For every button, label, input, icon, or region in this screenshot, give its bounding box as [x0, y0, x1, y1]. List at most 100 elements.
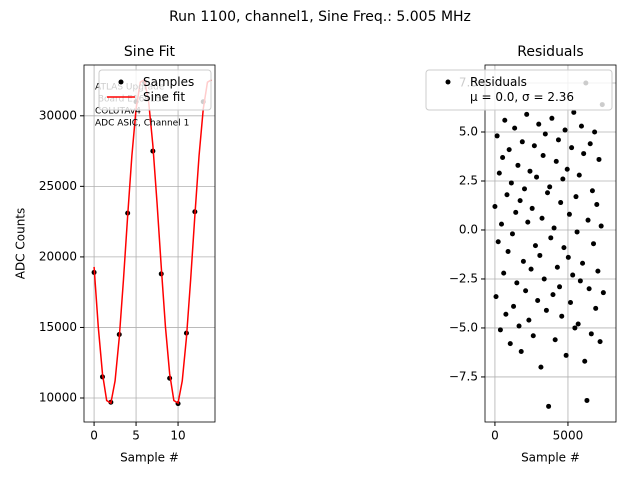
- x-axis-label: Sample #: [120, 451, 179, 465]
- data-point: [515, 162, 521, 168]
- x-axis-label: Sample #: [521, 451, 580, 465]
- data-point: [562, 127, 568, 133]
- data-point: [530, 333, 536, 339]
- data-point: [511, 303, 517, 309]
- axes-title: Sine Fit: [124, 44, 176, 60]
- data-point: [580, 260, 586, 266]
- data-point: [585, 217, 591, 223]
- data-point: [516, 323, 522, 329]
- y-tick-label: 5.0: [459, 125, 478, 139]
- data-point: [576, 172, 582, 178]
- data-point: [592, 129, 598, 135]
- data-point: [503, 311, 509, 317]
- data-point: [522, 186, 528, 192]
- figure-title: Run 1100, channel1, Sine Freq.: 5.005 MH…: [169, 9, 471, 25]
- data-point: [557, 284, 563, 290]
- data-point: [496, 170, 502, 176]
- data-point: [506, 147, 512, 153]
- data-point: [578, 123, 584, 129]
- data-point: [572, 325, 578, 331]
- data-point: [497, 327, 503, 333]
- x-tick-label: 0: [90, 429, 98, 443]
- data-point: [586, 286, 592, 292]
- data-point: [541, 276, 547, 282]
- legend-swatch: [118, 79, 124, 85]
- data-point: [519, 139, 525, 145]
- data-point: [534, 174, 540, 180]
- data-point: [547, 184, 553, 190]
- data-point: [594, 202, 600, 208]
- data-point: [542, 131, 548, 137]
- data-point: [570, 272, 576, 278]
- legend-label: Residuals μ = 0.0, σ = 2.36: [470, 75, 574, 104]
- y-tick-label: 15000: [39, 320, 77, 334]
- y-tick-label: 20000: [39, 249, 77, 263]
- data-point: [540, 153, 546, 159]
- data-point: [520, 258, 526, 264]
- data-point: [600, 290, 606, 296]
- data-point: [543, 307, 549, 313]
- data-point: [569, 145, 575, 151]
- data-point: [593, 305, 599, 311]
- data-point: [518, 348, 524, 354]
- data-point: [566, 211, 572, 217]
- data-point: [597, 339, 603, 345]
- data-point: [527, 168, 533, 174]
- data-point: [523, 288, 529, 294]
- data-point: [549, 115, 555, 121]
- data-point: [499, 221, 505, 227]
- y-tick-label: 10000: [39, 391, 77, 405]
- y-tick-label: −2.5: [449, 271, 478, 285]
- data-point: [554, 264, 560, 270]
- data-point: [508, 180, 514, 186]
- data-point: [598, 223, 604, 229]
- data-point: [532, 243, 538, 249]
- y-tick-label: 25000: [39, 179, 77, 193]
- data-point: [573, 194, 579, 200]
- fit-line: [93, 78, 213, 405]
- data-point: [525, 219, 531, 225]
- legend-swatch: [445, 79, 451, 85]
- legend-label: Sine fit: [143, 90, 185, 104]
- data-point: [492, 203, 498, 209]
- data-point: [582, 358, 588, 364]
- data-point: [558, 200, 564, 206]
- x-tick-label: 10: [170, 429, 185, 443]
- y-tick-label: −5.0: [449, 320, 478, 334]
- data-point: [526, 317, 532, 323]
- x-tick-label: 5000: [553, 429, 584, 443]
- data-point: [560, 176, 566, 182]
- data-point: [550, 292, 556, 298]
- data-point: [548, 235, 554, 241]
- data-point: [581, 151, 587, 157]
- data-point: [535, 298, 541, 304]
- data-point: [555, 137, 561, 143]
- data-point: [551, 225, 557, 231]
- data-point: [553, 158, 559, 164]
- data-point: [505, 249, 511, 255]
- y-tick-label: 0.0: [459, 222, 478, 236]
- data-point: [531, 143, 537, 149]
- y-tick-label: 2.5: [459, 173, 478, 187]
- data-point: [591, 241, 597, 247]
- data-point: [574, 229, 580, 235]
- axes-frame: [83, 64, 216, 423]
- data-point: [546, 403, 552, 409]
- data-point: [536, 121, 542, 127]
- axes-title: Residuals: [517, 44, 583, 60]
- data-point: [512, 125, 518, 131]
- data-point: [563, 352, 569, 358]
- data-point: [504, 192, 510, 198]
- data-point: [561, 245, 567, 251]
- x-tick-label: 5: [132, 429, 140, 443]
- data-point: [571, 109, 577, 115]
- data-point: [539, 215, 545, 221]
- data-point: [514, 280, 520, 286]
- data-point: [524, 111, 530, 117]
- data-point: [513, 209, 519, 215]
- data-point: [584, 397, 590, 403]
- data-point: [589, 188, 595, 194]
- data-point: [507, 341, 513, 347]
- annotation: COLUTAv4: [95, 107, 141, 117]
